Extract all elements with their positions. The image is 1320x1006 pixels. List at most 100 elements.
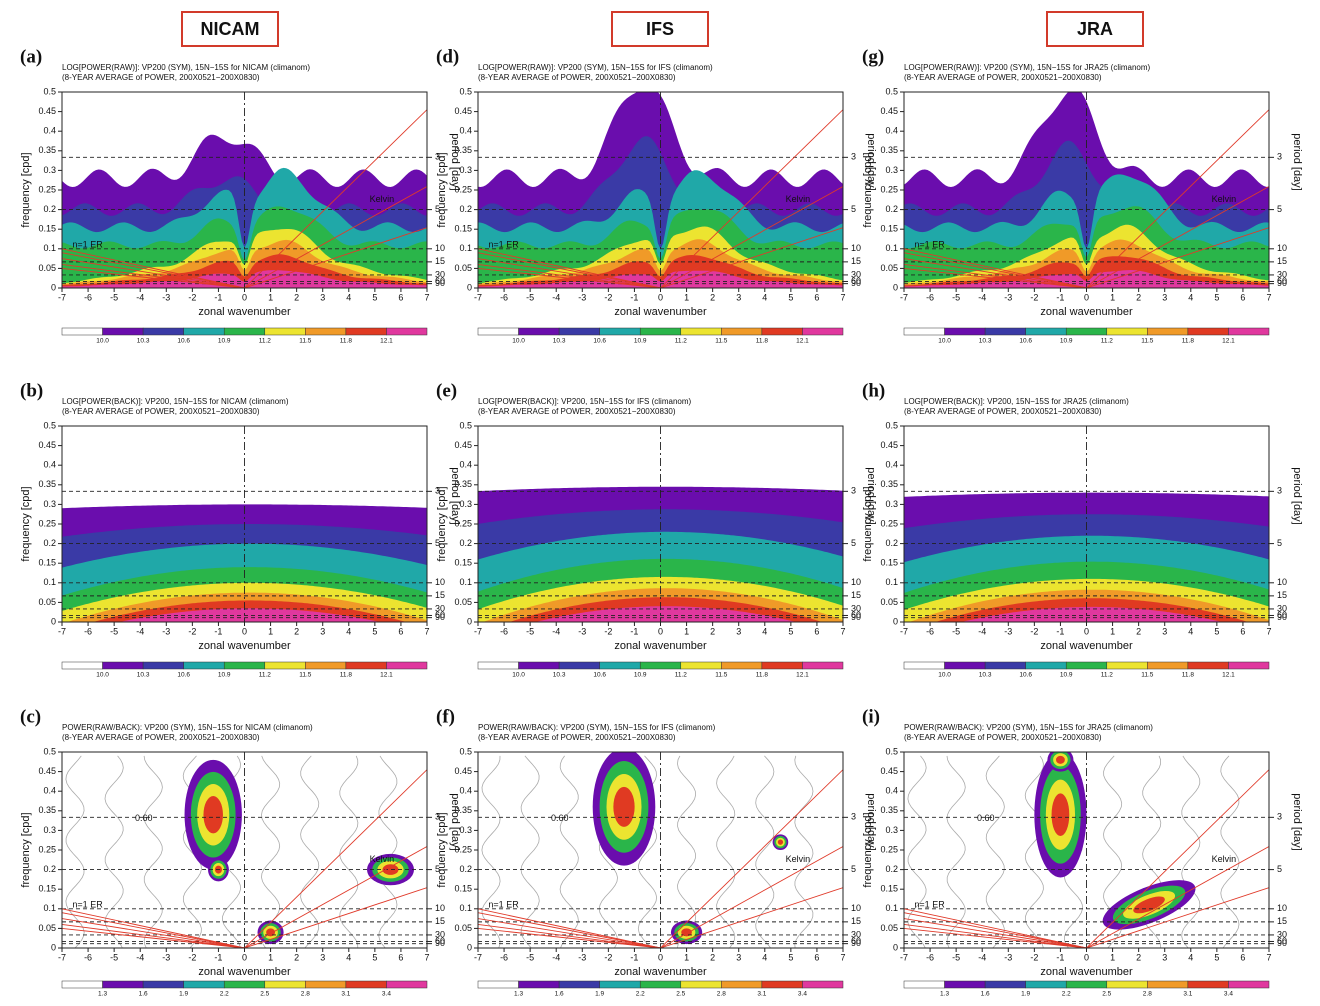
x-tick-label: 0 — [242, 626, 247, 636]
x-axis-label: zonal wavenumber — [1040, 966, 1133, 978]
panel-label: (a) — [20, 46, 42, 67]
x-tick-label: 7 — [840, 626, 845, 636]
colorbar-label: 11.5 — [715, 672, 728, 679]
contour-line — [481, 755, 501, 948]
x-tick-label: 7 — [1266, 292, 1271, 302]
y-tick-label: 0.1 — [885, 903, 898, 913]
y-axis-label: frequency [cpd] — [862, 486, 874, 561]
kelvin-curve — [244, 109, 427, 288]
x-tick-label: 2 — [710, 626, 715, 636]
colorbar-label: 10.9 — [1060, 672, 1073, 679]
colorbar-swatch — [102, 327, 144, 336]
x-tick-label: -1 — [1056, 952, 1064, 962]
panel-label: (c) — [20, 706, 41, 727]
contour-line — [65, 755, 85, 948]
y2-axis-label: period [day] — [1291, 467, 1303, 524]
x-axis-label: zonal wavenumber — [1040, 640, 1133, 652]
x-tick-label: -1 — [1056, 292, 1064, 302]
header-box — [181, 11, 279, 47]
period-tick-label: 10 — [435, 243, 445, 253]
colorbar-label: 10.3 — [979, 338, 992, 345]
period-tick-label: 10 — [851, 577, 861, 587]
y-tick-label: 0.1 — [885, 577, 898, 587]
x-tick-label: -1 — [630, 292, 638, 302]
period-tick-label: 3 — [1277, 486, 1282, 496]
colorbar-swatch — [599, 980, 641, 989]
x-tick-label: 5 — [1214, 952, 1219, 962]
period-tick-label: 90 — [435, 278, 445, 288]
period-tick-label: 60 — [1277, 610, 1287, 620]
period-tick-label: 3 — [851, 152, 856, 162]
period-tick-label: 60 — [1277, 936, 1287, 946]
er-curve — [903, 927, 1087, 949]
colorbar-swatch — [1187, 661, 1229, 670]
period-tick-label: 30 — [1277, 929, 1287, 939]
y-tick-label: 0.45 — [880, 106, 898, 116]
contour-band — [62, 254, 427, 288]
x-tick-label: -2 — [604, 292, 612, 302]
panel-label: (d) — [436, 46, 459, 67]
panel: (e) LOG[POWER(BACK)]: VP200, 15N−15S for … — [436, 380, 877, 678]
period-tick-label: 30 — [851, 929, 861, 939]
colorbar-swatch — [386, 661, 428, 670]
panel-label: (g) — [862, 46, 884, 67]
colorbar-swatch — [761, 661, 803, 670]
period-tick-label: 5 — [851, 538, 856, 548]
panel-title: POWER(RAW/BACK): VP200 (SYM), 15N−15S fo… — [62, 723, 313, 732]
x-tick-label: 3 — [320, 952, 325, 962]
y-tick-label: 0 — [893, 282, 898, 292]
er-curve — [903, 267, 1087, 289]
x-tick-label: -4 — [978, 292, 986, 302]
colorbar-label: 11.8 — [756, 672, 769, 679]
y-tick-label: 0.3 — [459, 825, 472, 835]
x-tick-label: 1 — [1110, 952, 1115, 962]
colorbar-label: 10.9 — [218, 672, 231, 679]
y-tick-label: 0.2 — [43, 204, 56, 214]
colorbar-label: 2.5 — [676, 991, 685, 998]
colorbar-swatch — [761, 980, 803, 989]
x-tick-label: 6 — [814, 952, 819, 962]
colorbar-label: 2.2 — [636, 991, 645, 998]
panel: (a) LOG[POWER(RAW)]: VP200 (SYM), 15N−15S… — [20, 46, 461, 344]
colorbar-swatch — [345, 327, 387, 336]
colorbar-label: 10.3 — [137, 338, 150, 345]
x-tick-label: -5 — [952, 626, 960, 636]
y-axis-label: frequency [cpd] — [20, 812, 32, 887]
x-tick-label: 5 — [372, 626, 377, 636]
period-tick-label: 60 — [435, 936, 445, 946]
x-tick-label: -6 — [84, 952, 92, 962]
er-curve — [903, 924, 1087, 949]
x-tick-label: 4 — [1188, 626, 1193, 636]
colorbar-swatch — [1187, 980, 1229, 989]
colorbar-swatch — [1106, 661, 1148, 670]
colorbar-swatch — [142, 980, 184, 989]
x-tick-label: -5 — [952, 952, 960, 962]
panel-subtitle: (8-YEAR AVERAGE of POWER, 200X0521−200X0… — [904, 733, 1102, 742]
kelvin-curve — [660, 186, 843, 288]
colorbar-label: 10.9 — [634, 338, 647, 345]
x-tick-label: -7 — [58, 626, 66, 636]
colorbar-label: 11.2 — [675, 338, 688, 345]
x-tick-label: 0 — [1084, 292, 1089, 302]
y-tick-label: 0.15 — [454, 558, 472, 568]
x-tick-label: 0 — [1084, 952, 1089, 962]
y-tick-label: 0.4 — [459, 786, 472, 796]
x-tick-label: 4 — [346, 626, 351, 636]
colorbar-swatch — [1147, 661, 1189, 670]
y-tick-label: 0.4 — [43, 126, 56, 136]
contour-line — [559, 755, 579, 948]
x-tick-label: -7 — [474, 626, 482, 636]
period-tick-label: 90 — [1277, 278, 1287, 288]
x-tick-label: 3 — [736, 952, 741, 962]
colorbar-label: 11.8 — [340, 338, 353, 345]
annotation: Kelvin — [1212, 194, 1237, 204]
panel-title: POWER(RAW/BACK): VP200 (SYM), 15N−15S fo… — [478, 723, 716, 732]
x-tick-label: -1 — [214, 952, 222, 962]
x-tick-label: 2 — [1136, 626, 1141, 636]
colorbar-swatch — [944, 327, 986, 336]
y-tick-label: 0.4 — [885, 786, 898, 796]
x-tick-label: 7 — [840, 952, 845, 962]
x-tick-label: 4 — [762, 952, 767, 962]
y-tick-label: 0.25 — [38, 518, 56, 528]
x-tick-label: 4 — [762, 292, 767, 302]
